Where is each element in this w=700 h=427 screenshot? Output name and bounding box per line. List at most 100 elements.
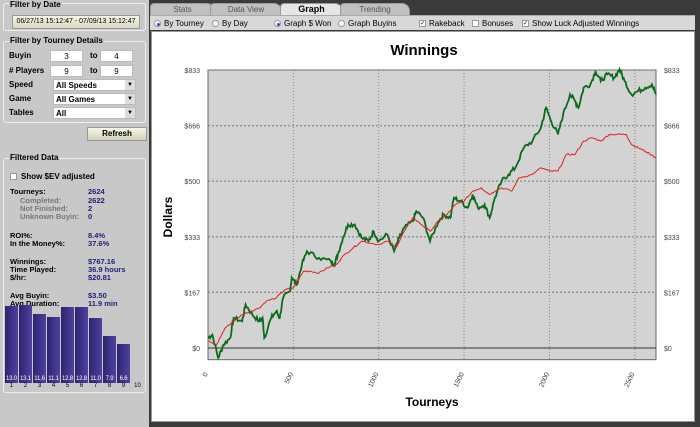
tab-data-view[interactable]: Data View	[210, 3, 282, 15]
stat-value: 2	[88, 204, 93, 213]
finish-bar: 12.8	[75, 306, 88, 383]
stat-value: 11.9 min	[88, 299, 118, 308]
winnings-line	[207, 66, 657, 360]
buyin-to-input[interactable]: 4	[100, 50, 133, 62]
chart-title: Winnings	[390, 42, 457, 59]
filter-panel: Filter by Date 06/27/13 15:12:47 - 07/09…	[0, 0, 149, 427]
by-tourney-radio[interactable]: By Tourney	[154, 19, 204, 28]
stat-value: 37.6%	[88, 239, 110, 248]
tab-trending[interactable]: Trending	[340, 3, 410, 15]
stat-value: 2624	[88, 187, 105, 196]
stat-label: ROI%:	[10, 231, 33, 240]
graph-buyins-label: Graph Buyins	[348, 19, 397, 28]
game-label: Game	[9, 94, 32, 103]
y-tick-label-right: $500	[664, 179, 680, 186]
tab-stats[interactable]: Stats	[150, 3, 215, 15]
game-value: All Games	[56, 95, 96, 104]
buyin-from-input[interactable]: 3	[50, 50, 83, 62]
tables-value: All	[56, 109, 67, 118]
stat-label: Unknown Buyin:	[20, 212, 80, 221]
stat-label: $/hr:	[10, 273, 27, 282]
tables-select[interactable]: All ▼	[53, 107, 136, 119]
bar-value-label: 11.6	[34, 376, 45, 382]
stat-label: Completed:	[20, 196, 62, 205]
tourney-filter-title: Filter by Tourney Details	[9, 36, 104, 45]
bar-value-label: 12.8	[62, 376, 73, 382]
x-tick-label: 0	[202, 371, 210, 378]
buyin-label: Buyin	[9, 51, 32, 60]
finish-position-label: 9	[121, 383, 126, 389]
y-tick-label: $666	[184, 124, 200, 131]
graph-buyins-radio[interactable]: Graph Buyins	[338, 19, 396, 28]
by-tourney-label: By Tourney	[164, 19, 204, 28]
finish-position-label: 10	[134, 383, 141, 389]
x-axis-label: Tourneys	[405, 395, 458, 409]
chevron-down-icon: ▼	[125, 108, 135, 118]
stat-label: Avg Duration:	[10, 299, 60, 308]
filtered-data-group: Filtered Data Show $EV adjusted Tourneys…	[3, 153, 146, 393]
finish-bar: 13.1	[19, 305, 32, 383]
players-to-input[interactable]: 9	[100, 65, 133, 77]
players-label: # Players	[9, 66, 45, 75]
luck-adjusted-label: Show Luck Adjusted Winnings	[532, 19, 640, 28]
finish-position-label: 3	[37, 383, 42, 389]
bonuses-label: Bonuses	[482, 19, 514, 28]
stat-value: 0	[88, 212, 93, 221]
bar-value-label: 6.6	[119, 376, 128, 382]
tab-bar: Stats Data View Graph Trending	[150, 3, 700, 15]
finish-bar: 11.1	[47, 316, 60, 383]
y-tick-label-right: $0	[664, 346, 672, 353]
stat-label: In the Money%:	[10, 239, 66, 248]
x-tick-label: 1000	[368, 371, 381, 388]
stat-value: $3.50	[88, 291, 107, 300]
finish-position-label: 7	[93, 383, 98, 389]
luck-adjusted-checkbox[interactable]: ✓ Show Luck Adjusted Winnings	[522, 19, 639, 28]
finish-bar: 11.0	[89, 317, 102, 383]
finish-bar: 13.0	[5, 305, 18, 383]
game-select[interactable]: All Games ▼	[53, 93, 136, 105]
y-tick-label-right: $167	[664, 290, 680, 297]
y-tick-label: $833	[184, 68, 200, 75]
stat-value: $767.16	[88, 257, 116, 266]
y-tick-label: $167	[184, 290, 200, 297]
tab-graph[interactable]: Graph	[280, 3, 343, 15]
checkmark-icon: ✓	[419, 20, 426, 27]
bonuses-checkbox[interactable]: Bonuses	[472, 19, 513, 28]
finish-bar: 6.6	[117, 343, 130, 383]
speed-select[interactable]: All Speeds ▼	[53, 79, 136, 91]
bar-value-label: 11.0	[90, 376, 101, 382]
radio-icon	[212, 20, 219, 27]
x-tick-label: 2500	[624, 371, 637, 388]
stat-value: 36.9 hours	[88, 265, 126, 274]
stat-label: Tourneys:	[10, 187, 46, 196]
stat-label: Time Played:	[10, 265, 57, 274]
x-tick-label: 500	[284, 371, 295, 385]
finish-position-label: 6	[79, 383, 84, 389]
stat-value: 2622	[88, 196, 105, 205]
bar-value-label: 13.0	[6, 376, 17, 382]
to-label: to	[90, 51, 98, 60]
by-day-radio[interactable]: By Day	[212, 19, 248, 28]
rakeback-checkbox[interactable]: ✓ Rakeback	[419, 19, 465, 28]
radio-selected-icon	[154, 20, 161, 27]
bar-value-label: 11.1	[48, 376, 59, 382]
bar-value-label: 13.1	[20, 376, 31, 382]
ev-adjusted-checkbox[interactable]: Show $EV adjusted	[10, 172, 95, 181]
checkbox-icon	[472, 20, 479, 27]
refresh-button[interactable]: Refresh	[87, 127, 147, 141]
rakeback-label: Rakeback	[429, 19, 465, 28]
radio-icon	[338, 20, 345, 27]
finish-position-label: 4	[51, 383, 56, 389]
finish-position-label: 5	[65, 383, 70, 389]
date-range-button[interactable]: 06/27/13 15:12:47 - 07/09/13 15:12:47	[12, 15, 140, 29]
to-label: to	[90, 66, 98, 75]
y-tick-label-right: $666	[664, 124, 680, 131]
players-from-input[interactable]: 9	[50, 65, 83, 77]
finish-position-label: 2	[23, 383, 28, 389]
y-tick-label-right: $333	[664, 235, 680, 242]
chevron-down-icon: ▼	[125, 80, 135, 90]
y-tick-label: $0	[192, 346, 200, 353]
checkmark-icon: ✓	[522, 20, 529, 27]
speed-label: Speed	[9, 80, 34, 89]
graph-won-radio[interactable]: Graph $ Won	[274, 19, 331, 28]
